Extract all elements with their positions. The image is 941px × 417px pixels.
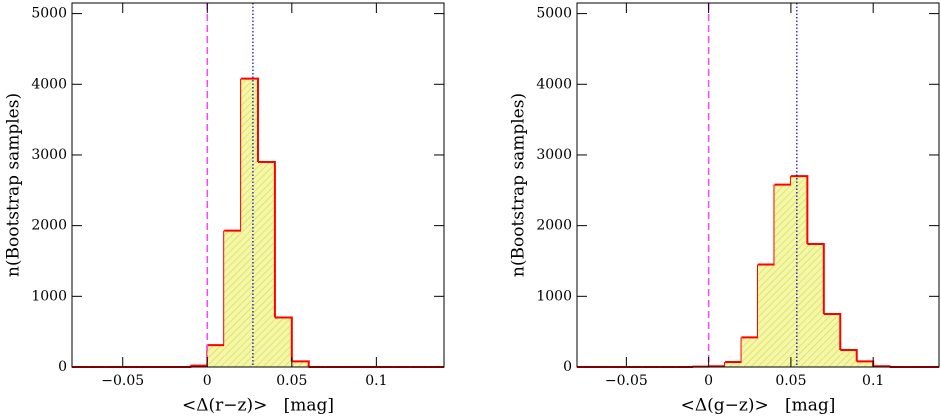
y-tick-label: 3000 <box>31 147 67 163</box>
bar-outline <box>241 77 259 163</box>
bar <box>807 244 824 367</box>
y-tick-label: 2000 <box>31 218 67 234</box>
x-tick-label: 0 <box>203 373 212 389</box>
x-axis-title: <Δ(r−z)> [mag] <box>182 396 334 416</box>
bar-outline <box>840 349 858 362</box>
bar <box>207 345 225 367</box>
y-tick-label: 5000 <box>31 6 67 22</box>
bar <box>224 230 242 367</box>
x-tick-label: 0.1 <box>365 373 387 389</box>
bar <box>274 317 292 367</box>
x-axis-title: <Δ(g−z)> [mag] <box>681 396 836 416</box>
bar-outline <box>807 243 825 314</box>
x-tick-label: 0.05 <box>775 373 806 389</box>
bar-outline <box>741 264 759 339</box>
bar-outline <box>774 176 792 186</box>
y-tick-label: 1000 <box>536 288 572 304</box>
bar <box>774 184 791 367</box>
bar-outline <box>224 78 243 232</box>
bar-outline <box>823 312 842 351</box>
y-tick-label: 3000 <box>536 147 572 163</box>
plot-frame <box>71 2 445 368</box>
bar <box>741 337 758 367</box>
bar <box>241 78 258 367</box>
bar-outline <box>274 316 293 362</box>
x-tick-label: 0 <box>704 373 713 389</box>
y-tick-label: 4000 <box>536 76 572 92</box>
x-tick-label: −0.05 <box>101 373 144 389</box>
bar <box>291 361 309 367</box>
y-tick-label: 0 <box>58 359 67 375</box>
y-axis-title: n(Bootstrap samples) <box>4 93 24 277</box>
y-tick-label: 4000 <box>31 76 67 92</box>
y-axis-title: n(Bootstrap samples) <box>509 93 529 277</box>
bar <box>725 362 742 367</box>
plot-frame <box>576 2 940 368</box>
x-tick-label: −0.05 <box>605 373 648 389</box>
bar <box>823 313 841 367</box>
bar-outline <box>790 175 809 245</box>
bar-outline <box>190 345 209 367</box>
y-tick-label: 1000 <box>31 288 67 304</box>
x-tick-label: 0.05 <box>276 373 307 389</box>
bar <box>758 264 775 367</box>
bar <box>856 361 874 367</box>
bar-outline <box>258 161 276 318</box>
bar <box>840 350 857 367</box>
bar-outline <box>725 337 743 364</box>
y-tick-label: 0 <box>563 359 572 375</box>
bar-outline <box>207 230 226 347</box>
bar <box>790 176 808 367</box>
bar-outline <box>291 360 310 367</box>
x-tick-label: 0.1 <box>862 373 884 389</box>
y-tick-label: 5000 <box>536 6 572 22</box>
bar-outline <box>758 184 776 266</box>
bar-outline <box>708 362 727 368</box>
y-tick-label: 2000 <box>536 218 572 234</box>
bar <box>258 162 275 367</box>
